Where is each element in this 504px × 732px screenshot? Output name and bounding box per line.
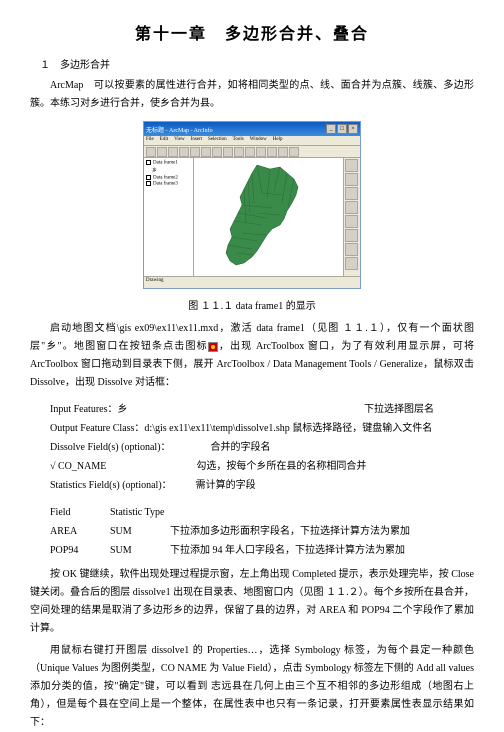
side-tool-icon — [345, 187, 358, 200]
tool-icon — [256, 147, 266, 157]
menu-item: Help — [273, 137, 283, 144]
tool-icon — [212, 147, 222, 157]
tool-icon — [201, 147, 211, 157]
window-titlebar: 无标题 - ArcMap - ArcInfo _ □ × — [144, 122, 360, 136]
stats-cell: SUM — [110, 541, 170, 560]
stats-desc: 下拉添加 94 年人口字段名，下拉选择计算方法为累加 — [170, 541, 474, 560]
menu-item: Edit — [160, 137, 168, 144]
toc-panel: Data frame1 乡 Data frame2 Data frame3 — [144, 158, 194, 276]
menubar: File Edit View Insert Selection Tools Wi… — [144, 136, 360, 146]
form-desc: 合并的字段名 — [211, 438, 271, 457]
chapter-title: 第十一章 多边形合并、叠合 — [30, 20, 474, 44]
form-label: Input Features：乡 — [50, 400, 128, 419]
menu-item: Insert — [191, 137, 202, 144]
tool-icon — [190, 147, 200, 157]
tool-icon — [289, 147, 299, 157]
side-tool-icon — [345, 159, 358, 172]
tool-icon — [168, 147, 178, 157]
dialog-form: Input Features：乡 下拉选择图层名 Output Feature … — [50, 400, 474, 495]
paragraph-3: 按 OK 键继续，软件出现处理过程提示窗，左上角出现 Completed 提示，… — [30, 566, 474, 638]
status-left: Drawing — [146, 278, 164, 285]
form-desc: 需计算的字段 — [196, 476, 256, 495]
toc-item: Data frame3 — [146, 181, 191, 187]
main-area: Data frame1 乡 Data frame2 Data frame3 — [144, 158, 360, 276]
menu-item: Selection — [208, 137, 227, 144]
side-toolbar — [344, 158, 360, 276]
stats-header: Statistic Type — [110, 503, 170, 522]
form-label: √ CO_NAME — [50, 457, 106, 476]
side-tool-icon — [345, 173, 358, 186]
section-title-1: １ 多边形合并 — [30, 56, 474, 71]
paragraph-2: 启动地图文档\gis ex09\ex11\ex11.mxd，激活 data fr… — [30, 320, 474, 392]
paragraph-1: ArcMap 可以按要素的属性进行合并，如将相同类型的点、线、面合并为点簇、线簇… — [30, 77, 474, 113]
stats-table: Field Statistic Type AREA SUM 下拉添加多边形面积字… — [50, 503, 474, 560]
tool-icon — [223, 147, 233, 157]
side-tool-icon — [345, 257, 358, 270]
form-desc: 勾选，按每个乡所在县的名称相同合并 — [196, 457, 366, 476]
stats-header: Field — [50, 503, 110, 522]
map-region — [212, 163, 312, 271]
tool-icon — [234, 147, 244, 157]
map-view — [194, 158, 344, 276]
toolbox-icon — [208, 342, 218, 352]
stats-desc: 下拉添加多边形面积字段名，下拉选择计算方法为累加 — [170, 522, 474, 541]
maximize-icon: □ — [337, 124, 347, 134]
stats-cell: POP94 — [50, 541, 110, 560]
close-icon: × — [348, 124, 358, 134]
menu-item: View — [174, 137, 185, 144]
tool-icon — [146, 147, 156, 157]
arcmap-screenshot: 无标题 - ArcMap - ArcInfo _ □ × File Edit V… — [143, 121, 361, 289]
side-tool-icon — [345, 243, 358, 256]
side-tool-icon — [345, 229, 358, 242]
toc-item: Data frame2 — [146, 175, 191, 181]
titlebar-text: 无标题 - ArcMap - ArcInfo — [146, 125, 326, 134]
toc-item: Data frame1 — [146, 160, 191, 166]
side-tool-icon — [345, 215, 358, 228]
form-label: Statistics Field(s) (optional)： — [50, 476, 172, 495]
minimize-icon: _ — [326, 124, 336, 134]
menu-item: File — [146, 137, 154, 144]
tool-icon — [157, 147, 167, 157]
stats-header — [170, 503, 474, 522]
form-desc: 下拉选择图层名 — [364, 400, 474, 419]
menu-item: Tools — [233, 137, 244, 144]
toolbar-1 — [144, 146, 360, 158]
tool-icon — [179, 147, 189, 157]
form-label: Dissolve Field(s) (optional)： — [50, 438, 171, 457]
tool-icon — [245, 147, 255, 157]
tool-icon — [278, 147, 288, 157]
statusbar: Drawing — [144, 276, 360, 286]
tool-icon — [267, 147, 277, 157]
toc-item: 乡 — [152, 167, 191, 174]
stats-cell: AREA — [50, 522, 110, 541]
side-tool-icon — [345, 201, 358, 214]
form-label: Output Feature Class：d:\gis ex11\ex11\te… — [50, 419, 432, 438]
window-buttons: _ □ × — [326, 124, 358, 134]
stats-cell: SUM — [110, 522, 170, 541]
menu-item: Window — [250, 137, 267, 144]
figure-caption: 图 １１.１ data frame1 的显示 — [30, 297, 474, 312]
paragraph-4: 用鼠标右键打开图层 dissolve1 的 Properties…，选择 Sym… — [30, 642, 474, 732]
